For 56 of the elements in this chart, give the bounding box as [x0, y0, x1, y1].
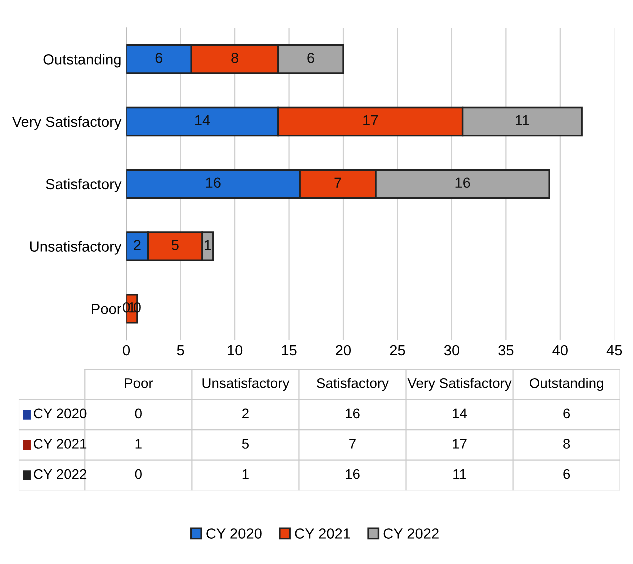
- data-label: 16: [456, 178, 470, 188]
- data-label: 1: [129, 302, 136, 313]
- y-tick-label: Very Satisfactory: [12, 116, 122, 130]
- data-label: 0: [135, 469, 142, 480]
- data-label: 14: [453, 408, 468, 418]
- data-label: 2: [242, 408, 249, 418]
- data-label: 6: [308, 52, 314, 64]
- category-label: Poor: [125, 378, 154, 388]
- data-label: 1: [205, 240, 212, 250]
- x-tick-label: 0: [123, 345, 130, 356]
- legend-label: CY 2022: [34, 469, 87, 480]
- data-label: 11: [454, 470, 466, 480]
- data-label: 16: [346, 469, 360, 480]
- legend-label: CY 2022: [384, 528, 439, 539]
- data-label: 6: [564, 469, 570, 480]
- category-label: Outstanding: [530, 378, 604, 392]
- data-label: 14: [196, 116, 210, 126]
- x-tick-label: 40: [552, 345, 568, 356]
- data-label: 7: [334, 178, 342, 188]
- x-tick-label: 25: [390, 345, 406, 356]
- data-label: 7: [350, 439, 356, 449]
- x-tick-label: 45: [606, 345, 622, 356]
- data-label: 8: [232, 52, 238, 64]
- y-tick-label: Poor: [92, 304, 122, 314]
- data-label: 0: [123, 302, 130, 313]
- category-label: Unsatisfactory: [202, 378, 290, 392]
- data-label: 6: [156, 52, 163, 64]
- data-label: 11: [516, 116, 530, 126]
- data-label: 1: [136, 439, 142, 449]
- data-label: 16: [346, 408, 360, 419]
- x-tick-label: 35: [498, 345, 514, 356]
- x-tick-label: 20: [336, 345, 352, 356]
- legend-label: CY 2020: [206, 528, 262, 539]
- data-label: 17: [453, 439, 467, 449]
- legend-label: CY 2020: [34, 408, 87, 419]
- x-tick-label: 5: [177, 345, 184, 356]
- data-label: 8: [564, 439, 570, 449]
- y-tick-label: Satisfactory: [46, 178, 122, 192]
- data-label: 0: [134, 302, 141, 313]
- category-label: Very Satisfactory: [408, 378, 512, 392]
- y-tick-label: Outstanding: [44, 54, 121, 68]
- data-label: 2: [134, 240, 141, 250]
- category-label: Satisfactory: [317, 378, 389, 392]
- data-label: 0: [135, 408, 142, 419]
- data-label: 1: [242, 470, 249, 480]
- data-label: 17: [364, 116, 378, 126]
- data-label: 16: [206, 178, 221, 188]
- x-tick-label: 15: [282, 345, 297, 356]
- data-label: 5: [172, 240, 179, 250]
- x-tick-label: 10: [228, 345, 243, 356]
- data-label: 6: [564, 408, 570, 419]
- data-label: 5: [242, 439, 249, 449]
- y-tick-label: Unsatisfactory: [30, 241, 122, 255]
- legend-label: CY 2021: [295, 528, 350, 539]
- legend-label: CY 2021: [34, 439, 87, 449]
- x-tick-label: 30: [444, 345, 460, 356]
